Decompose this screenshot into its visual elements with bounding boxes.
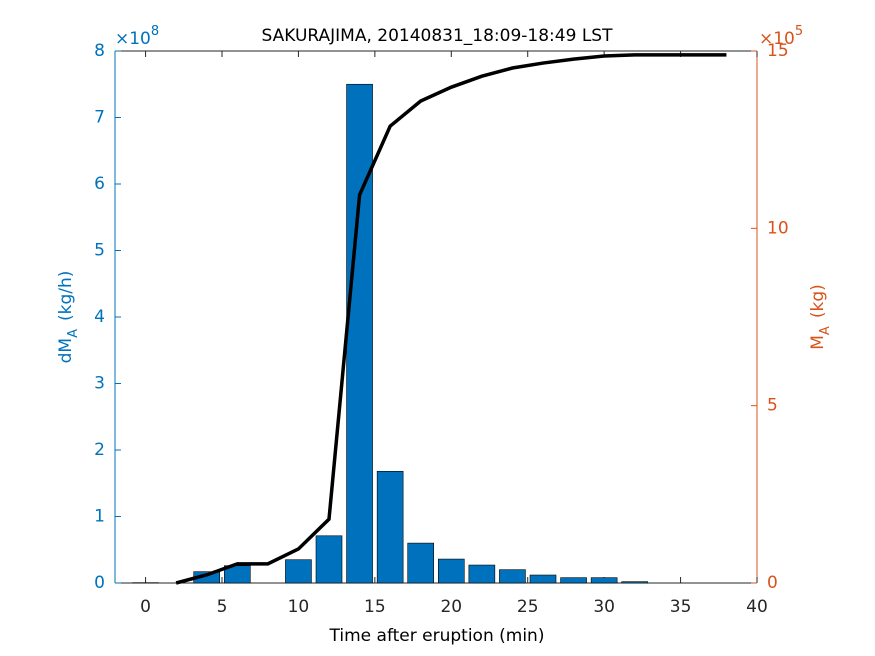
bar <box>468 564 496 584</box>
label-sub: A <box>818 326 833 335</box>
bar <box>437 558 465 584</box>
bar <box>315 535 343 584</box>
multiplier-base: ×10 <box>115 29 151 49</box>
multiplier-base: ×10 <box>759 29 795 49</box>
bar <box>621 581 649 584</box>
chart-title: SAKURAJIMA, 20140831_18:09-18:49 LST <box>262 26 614 46</box>
bar <box>407 542 435 584</box>
y-tick-label: 5 <box>94 241 105 261</box>
x-tick-label: 35 <box>670 597 692 617</box>
label-main: dM <box>56 338 76 363</box>
y2-tick-label: 0 <box>767 573 778 593</box>
y-tick-label: 0 <box>94 573 105 593</box>
label-sub: A <box>66 329 81 338</box>
x-tick-label: 5 <box>217 597 228 617</box>
x-tick-label: 15 <box>364 597 386 617</box>
axis-multiplier: ×105 <box>759 24 803 50</box>
x-tick-label: 10 <box>288 597 310 617</box>
multiplier-power: 8 <box>151 24 159 39</box>
y-tick-label: 2 <box>94 440 105 460</box>
bar <box>590 577 618 584</box>
y-axis-label: dMA (kg/h) <box>56 271 81 364</box>
y-tick-label: 3 <box>94 374 105 394</box>
x-tick-label: 20 <box>440 597 462 617</box>
y2-axis-label: MA (kg) <box>808 284 833 349</box>
bar <box>223 565 251 584</box>
label-unit: (kg) <box>808 284 828 318</box>
y-tick-label: 4 <box>94 307 105 327</box>
x-tick-label: 25 <box>517 597 539 617</box>
y2-tick-label: 5 <box>767 396 778 416</box>
x-tick-label: 30 <box>593 597 615 617</box>
y-tick-label: 1 <box>94 507 105 527</box>
bar <box>285 559 312 584</box>
y2-tick-label: 10 <box>767 218 789 238</box>
label-unit: (kg/h) <box>56 271 76 321</box>
x-axis-label: Time after eruption (min) <box>329 626 545 646</box>
line <box>175 53 727 585</box>
bar <box>529 574 557 584</box>
y-tick-label: 6 <box>94 174 105 194</box>
x-tick-label: 40 <box>746 597 768 617</box>
y2-tick-label: 15 <box>767 41 789 61</box>
label-main: M <box>808 335 828 350</box>
y-axis-label-text: dMA (kg/h) <box>56 271 81 364</box>
y-tick-label: 8 <box>94 41 105 61</box>
multiplier-power: 5 <box>795 24 803 39</box>
bar <box>499 569 526 584</box>
bar <box>346 83 373 584</box>
bar <box>560 577 587 584</box>
y2-axis-label-text: MA (kg) <box>808 284 833 349</box>
axis-multiplier: ×108 <box>115 24 159 50</box>
x-tick-label: 0 <box>140 597 151 617</box>
bar <box>376 470 404 584</box>
y-tick-label: 7 <box>94 108 105 128</box>
